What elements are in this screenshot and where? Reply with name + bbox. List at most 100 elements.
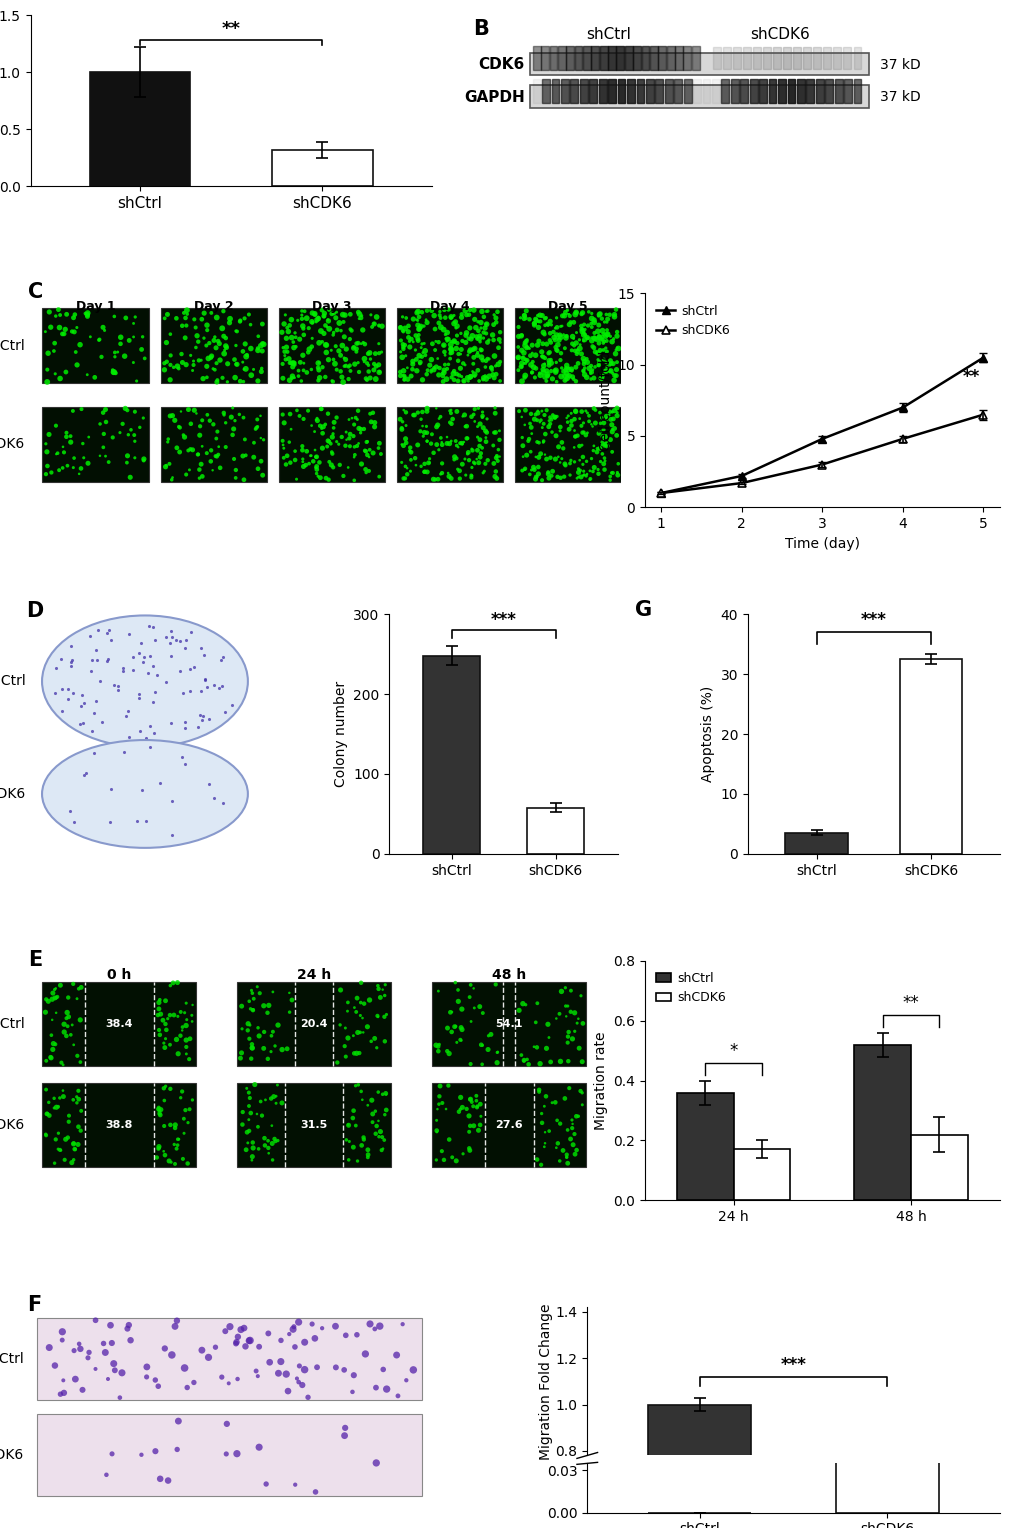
Point: [536, 1120, 552, 1144]
Point: [347, 999, 364, 1024]
Point: [162, 1033, 178, 1057]
Point: [150, 1137, 166, 1161]
Point: [548, 1108, 565, 1132]
Point: [518, 443, 534, 468]
Point: [566, 1019, 582, 1044]
Point: [92, 327, 108, 351]
Point: [520, 336, 536, 361]
Point: [303, 443, 319, 468]
Point: [608, 423, 625, 448]
Point: [72, 333, 89, 358]
Point: [459, 414, 475, 439]
Point: [468, 446, 484, 471]
Point: [256, 993, 272, 1018]
Bar: [557, 46, 566, 70]
Point: [308, 454, 324, 478]
Point: [360, 341, 376, 365]
Point: [190, 330, 206, 354]
Point: [430, 1093, 446, 1117]
Point: [459, 442, 475, 466]
Point: [227, 466, 244, 490]
Point: [517, 330, 533, 354]
Point: [447, 1015, 464, 1039]
Point: [98, 1462, 114, 1487]
Text: 38.4: 38.4: [105, 1019, 132, 1030]
Point: [397, 400, 414, 425]
Point: [119, 1317, 136, 1342]
Point: [601, 399, 618, 423]
Point: [370, 332, 386, 356]
Point: [403, 364, 419, 388]
Point: [477, 364, 493, 388]
Point: [559, 1024, 576, 1048]
Point: [49, 442, 65, 466]
Bar: [527, 807, 584, 854]
Point: [125, 350, 142, 374]
Point: [434, 1091, 450, 1115]
Point: [589, 457, 605, 481]
Point: [569, 339, 585, 364]
Point: [242, 1328, 258, 1352]
Point: [414, 332, 430, 356]
Point: [329, 1050, 345, 1074]
Point: [603, 330, 620, 354]
Point: [243, 312, 259, 336]
Point: [410, 299, 426, 324]
Point: [552, 325, 569, 350]
Point: [330, 339, 346, 364]
Point: [433, 1138, 449, 1163]
Point: [250, 1365, 266, 1389]
Point: [579, 420, 595, 445]
Point: [317, 313, 333, 338]
Point: [609, 463, 626, 487]
Point: [126, 429, 143, 454]
Point: [596, 446, 612, 471]
Point: [207, 358, 223, 382]
Point: [541, 341, 557, 365]
Point: [194, 307, 210, 332]
Point: [122, 417, 139, 442]
Point: [371, 1125, 387, 1149]
Point: [561, 451, 578, 475]
Point: [453, 452, 470, 477]
Point: [479, 330, 495, 354]
Point: [336, 1415, 353, 1439]
Point: [38, 431, 54, 455]
Point: [598, 339, 614, 364]
Text: shCDK6: shCDK6: [750, 28, 810, 43]
Point: [453, 432, 470, 457]
Point: [49, 984, 65, 1008]
Point: [320, 428, 336, 452]
Bar: [822, 47, 830, 69]
Point: [288, 1366, 305, 1390]
Point: [555, 322, 572, 347]
Point: [39, 454, 55, 478]
Point: [553, 446, 570, 471]
Point: [578, 365, 594, 390]
Point: [272, 1328, 288, 1352]
Point: [114, 1360, 130, 1384]
Point: [283, 351, 300, 376]
Point: [442, 466, 459, 490]
Point: [438, 329, 454, 353]
Point: [423, 298, 439, 322]
Point: [597, 429, 613, 454]
Point: [279, 315, 296, 339]
Point: [363, 410, 379, 434]
Point: [57, 1128, 73, 1152]
Point: [470, 451, 486, 475]
Point: [212, 455, 228, 480]
Point: [590, 304, 606, 329]
Point: [215, 324, 231, 348]
Point: [97, 318, 113, 342]
Point: [238, 342, 255, 367]
Point: [252, 981, 268, 1005]
Point: [474, 403, 490, 428]
Point: [337, 420, 354, 445]
Bar: [532, 78, 540, 102]
Point: [44, 1007, 60, 1031]
Point: [321, 298, 337, 322]
Point: [274, 428, 290, 452]
Point: [529, 304, 545, 329]
Point: [341, 434, 358, 458]
